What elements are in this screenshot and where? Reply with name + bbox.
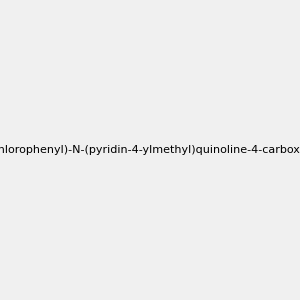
Text: 2-(4-chlorophenyl)-N-(pyridin-4-ylmethyl)quinoline-4-carboxamide: 2-(4-chlorophenyl)-N-(pyridin-4-ylmethyl…: [0, 145, 300, 155]
